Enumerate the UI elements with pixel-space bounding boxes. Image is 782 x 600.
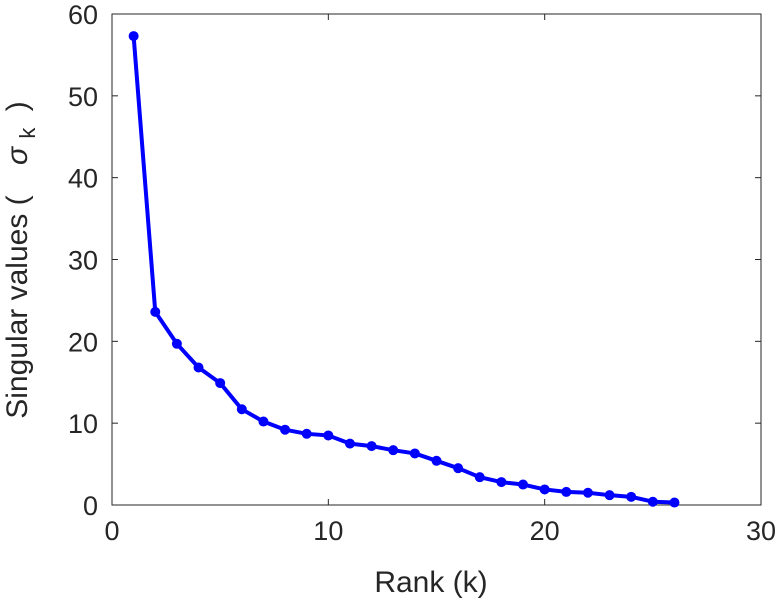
y-tick-label: 60	[68, 0, 98, 30]
data-point	[539, 484, 550, 495]
data-point	[171, 338, 182, 349]
data-point	[669, 497, 680, 508]
y-axis-label-close: )	[1, 101, 34, 111]
data-point	[409, 448, 420, 459]
data-point	[431, 455, 442, 466]
y-tick-label: 10	[68, 409, 98, 439]
data-point	[366, 441, 377, 452]
y-axis-label-main: Singular values (	[1, 195, 34, 418]
data-point	[128, 31, 139, 42]
data-point	[626, 491, 637, 502]
y-axis-label-symbol: σ	[1, 145, 34, 165]
data-point	[453, 463, 464, 474]
axes	[111, 13, 762, 506]
x-tick-label: 20	[530, 516, 560, 546]
x-tick-label: 30	[746, 516, 776, 546]
x-tick-label: 0	[104, 516, 119, 546]
y-tick-label: 50	[68, 82, 98, 112]
data-point	[301, 428, 312, 439]
data-point	[518, 479, 529, 490]
data-point	[582, 487, 593, 498]
data-point	[388, 445, 399, 456]
y-tick-label: 40	[68, 164, 98, 194]
y-axis-label: Singular values ( σ k )	[1, 101, 42, 419]
data-point	[474, 472, 485, 483]
data-point	[193, 362, 204, 373]
y-tick-label: 0	[83, 491, 98, 521]
plot-frame	[111, 13, 762, 506]
data-point	[604, 490, 615, 501]
data-point	[561, 486, 572, 497]
data-point	[215, 378, 226, 389]
y-axis-label-subscript: k	[15, 127, 40, 139]
tick-labels: 0 10 20 30 0 10 20 30 40 50 60	[68, 0, 776, 546]
series-line	[131, 34, 677, 505]
x-tick-label: 10	[313, 516, 343, 546]
data-point	[496, 477, 507, 488]
x-axis-label: Rank (k)	[374, 566, 487, 599]
data-point	[258, 416, 269, 427]
data-point	[344, 438, 355, 449]
y-tick-label: 30	[68, 246, 98, 276]
series-group	[128, 31, 680, 508]
series-layer	[128, 31, 680, 508]
data-point	[323, 430, 334, 441]
data-point	[280, 424, 291, 435]
y-tick-label: 20	[68, 327, 98, 357]
data-point	[236, 404, 247, 415]
data-point	[647, 496, 658, 507]
data-point	[150, 306, 161, 317]
